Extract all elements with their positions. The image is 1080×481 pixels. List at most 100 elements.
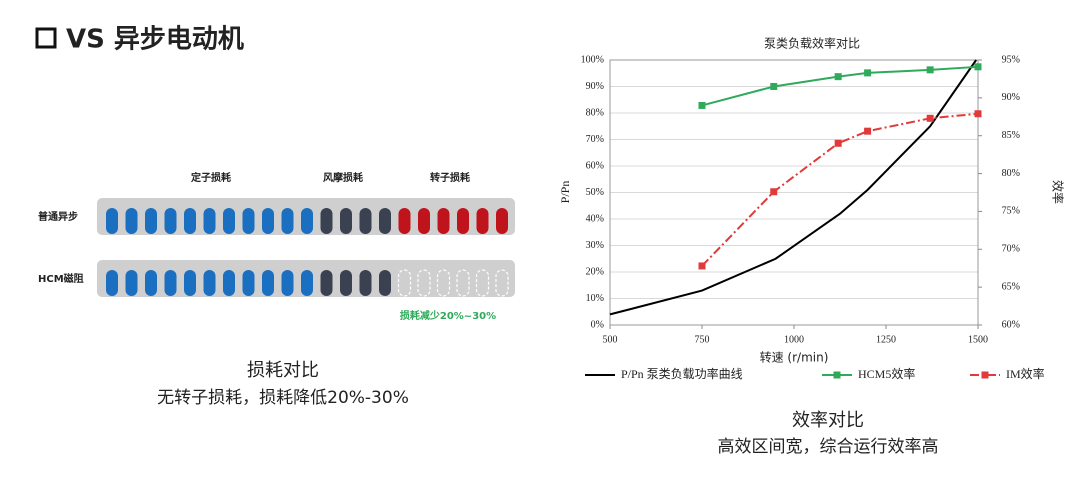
y-tick-label: 70%	[586, 134, 604, 145]
loss-pill	[340, 208, 352, 234]
chart-title: 泵类负载效率对比	[764, 36, 860, 51]
column-label: 转子损耗	[430, 171, 470, 184]
y-tick-label: 30%	[586, 240, 604, 251]
loss-pill	[397, 269, 412, 297]
y-tick-label: 80%	[586, 107, 604, 118]
y2-tick-label: 65%	[1002, 281, 1020, 292]
loss-pill	[457, 208, 469, 234]
loss-pill	[301, 208, 313, 234]
legend-label: IM效率	[1006, 366, 1045, 381]
y-tick-label: 40%	[586, 213, 604, 224]
x-tick-label: 1500	[968, 334, 988, 345]
loss-pill	[379, 208, 391, 234]
x-axis-label: 转速 (r/min)	[760, 350, 829, 365]
loss-pill	[164, 208, 177, 234]
loss-pill	[475, 269, 490, 297]
loss-pill	[184, 208, 196, 234]
caption: 损耗对比	[247, 360, 319, 381]
y-tick-label: 90%	[586, 81, 604, 92]
loss-pill	[437, 208, 450, 234]
y2-tick-label: 95%	[1002, 54, 1020, 65]
subcaption: 高效区间宽，综合运行效率高	[718, 437, 939, 457]
y-tick-label: 0%	[591, 319, 604, 330]
loss-pill	[359, 270, 372, 296]
loss-pill	[476, 208, 489, 234]
caption: 效率对比	[792, 410, 864, 431]
loss-pill	[281, 270, 294, 296]
loss-pill	[301, 270, 313, 296]
loss-pill	[398, 208, 411, 234]
series-marker	[864, 69, 872, 77]
series-marker	[770, 188, 778, 196]
loss-pill	[242, 208, 255, 234]
loss-note: 损耗减少20%~30%	[400, 309, 496, 322]
series-marker	[770, 83, 778, 90]
loss-pill	[145, 270, 157, 296]
loss-pill	[340, 270, 352, 296]
y2-tick-label: 80%	[1002, 168, 1020, 179]
loss-pill	[281, 208, 294, 234]
loss-pill	[418, 208, 430, 234]
loss-pill	[223, 270, 235, 296]
y-tick-label: 20%	[586, 266, 604, 277]
x-tick-label: 1000	[784, 334, 804, 345]
legend-marker	[833, 371, 841, 379]
loss-pill	[125, 270, 138, 296]
y2-axis-label: 效率	[1051, 180, 1066, 204]
loss-pill	[320, 270, 333, 296]
y2-tick-label: 70%	[1002, 244, 1020, 255]
column-label: 风摩损耗	[323, 171, 363, 184]
series-marker	[926, 66, 934, 74]
y2-tick-label: 60%	[1002, 319, 1020, 330]
series-marker	[974, 110, 982, 118]
loss-pill	[125, 208, 138, 234]
legend-label: HCM5效率	[858, 366, 915, 381]
loss-pill	[242, 270, 255, 296]
legend-marker	[981, 371, 989, 379]
loss-pill	[320, 208, 333, 234]
loss-pill	[106, 270, 118, 296]
loss-pill	[262, 270, 274, 296]
series-marker	[926, 114, 934, 122]
y-tick-label: 60%	[586, 160, 604, 171]
loss-pill	[456, 269, 470, 297]
x-tick-label: 500	[603, 334, 618, 345]
loss-pill	[496, 208, 508, 234]
loss-pill	[495, 269, 509, 297]
row-label: HCM磁阻	[38, 272, 84, 285]
series-line	[701, 65, 979, 107]
series-line	[701, 112, 979, 267]
loss-pill	[359, 208, 372, 234]
loss-pill	[203, 270, 216, 296]
y-tick-label: 10%	[586, 293, 604, 304]
loss-pill	[417, 269, 431, 297]
legend-label: P/Pn 泵类负载功率曲线	[621, 366, 743, 381]
series-marker	[974, 63, 982, 71]
series-marker	[698, 101, 706, 109]
loss-pill	[436, 269, 451, 297]
y2-tick-label: 85%	[1002, 130, 1020, 141]
y-tick-label: 100%	[581, 54, 604, 65]
series-marker	[864, 127, 872, 135]
loss-pill	[203, 208, 216, 234]
loss-pill	[164, 270, 177, 296]
loss-pill	[223, 208, 235, 234]
loss-pill	[379, 270, 391, 296]
y2-tick-label: 75%	[1002, 206, 1020, 217]
loss-pill	[106, 208, 118, 234]
loss-pill	[145, 208, 157, 234]
y-tick-label: 50%	[586, 187, 604, 198]
series-line	[609, 59, 977, 316]
series-marker	[834, 139, 842, 147]
loss-pill	[262, 208, 274, 234]
y2-tick-label: 90%	[1002, 92, 1020, 103]
column-label: 定子损耗	[191, 171, 231, 184]
subcaption: 无转子损耗，损耗降低20%-30%	[157, 388, 409, 408]
series-marker	[698, 262, 706, 270]
x-tick-label: 1250	[876, 334, 896, 345]
row-label: 普通异步	[38, 210, 78, 223]
title-icon	[35, 27, 57, 49]
x-tick-label: 750	[695, 334, 710, 345]
loss-pill	[184, 270, 196, 296]
